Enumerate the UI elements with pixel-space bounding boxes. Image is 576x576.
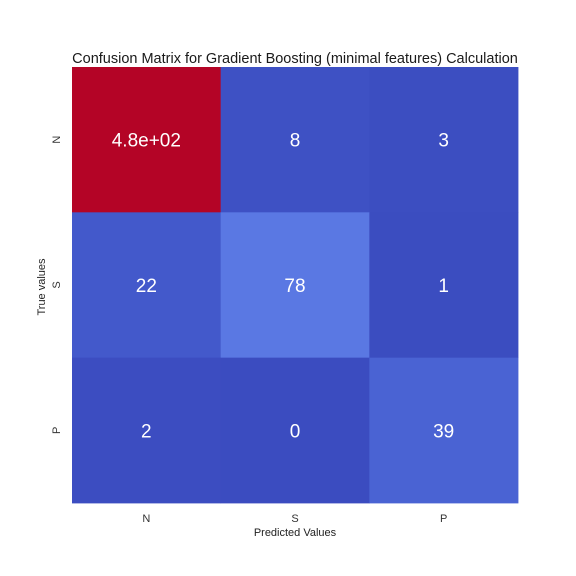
heatmap-cell — [369, 67, 519, 213]
heatmap-cell — [72, 357, 222, 504]
x-axis-label: Predicted Values — [254, 527, 337, 539]
x-tick-label: P — [440, 513, 447, 525]
heatmap-cell — [220, 357, 370, 504]
heatmap-cell — [369, 357, 519, 504]
heatmap-cell — [72, 67, 222, 213]
x-tick-label: N — [142, 513, 150, 525]
cell-value-label: 22 — [136, 276, 157, 297]
chart-title: Confusion Matrix for Gradient Boosting (… — [72, 51, 518, 67]
y-axis-label: True values — [36, 258, 48, 316]
heatmap-cells — [72, 67, 519, 504]
cell-value-label: 3 — [438, 131, 449, 152]
y-tick-label: P — [51, 427, 63, 434]
cell-value-label: 2 — [141, 421, 152, 442]
heatmap-cell — [72, 212, 222, 359]
y-tick-label: N — [51, 136, 63, 144]
cell-value-label: 0 — [290, 421, 301, 442]
cell-value-label: 39 — [433, 421, 454, 442]
cell-value-label: 1 — [438, 276, 449, 297]
cell-value-label: 4.8e+02 — [112, 131, 181, 152]
cell-value-label: 8 — [290, 131, 301, 152]
x-tick-label: S — [291, 513, 298, 525]
cell-value-label: 78 — [284, 276, 305, 297]
heatmap-cell-labels: 4.8e+02 8 322 78 12 0 39 — [112, 131, 455, 443]
heatmap-cell — [369, 212, 519, 359]
heatmap-cell — [220, 212, 370, 359]
heatmap-cell — [220, 67, 370, 213]
y-axis-ticks: N S P — [51, 136, 63, 434]
y-tick-label: S — [51, 281, 63, 288]
